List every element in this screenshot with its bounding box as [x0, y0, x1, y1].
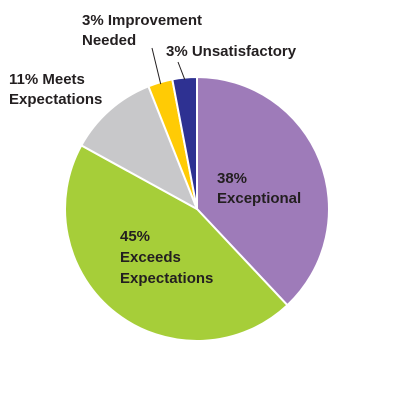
label-unsatisfactory: 3% Unsatisfactory: [166, 43, 297, 60]
leader-line-unsatisfactory: [177, 61, 186, 80]
label-exceptional: 38% Exceptional: [217, 170, 301, 207]
pie-slices: [64, 76, 330, 342]
pie-slice-exceptional: [196, 76, 330, 307]
pie-slice-exceeds-expectations: [64, 144, 289, 342]
label-exceeds-expectations: 45% Exceeds Expectations: [120, 228, 213, 287]
label-meets-expectations: 11% Meets Expectations: [9, 71, 102, 108]
pie-slice-meets-expectations: [80, 85, 198, 210]
pie-slice-unsatisfactory: [171, 76, 198, 210]
leader-lines: [151, 47, 186, 85]
label-improvement-needed: 3% Improvement Needed: [82, 12, 206, 49]
leader-line-improvement-needed: [151, 47, 162, 85]
